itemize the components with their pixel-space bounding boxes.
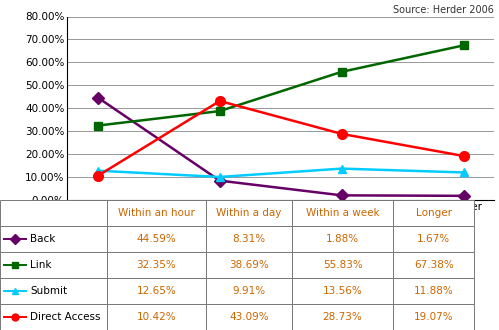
Bar	[0, 304, 107, 330]
Bar	[107, 252, 206, 278]
Text: Back: Back	[30, 234, 55, 244]
Bar	[206, 200, 292, 226]
Text: 11.88%: 11.88%	[414, 286, 454, 296]
Text: 67.38%: 67.38%	[414, 260, 454, 270]
Bar	[0, 226, 107, 252]
Text: 13.56%: 13.56%	[323, 286, 362, 296]
Text: Within a day: Within a day	[216, 208, 281, 218]
Text: Longer: Longer	[416, 208, 452, 218]
Text: 1.88%: 1.88%	[326, 234, 359, 244]
Bar	[206, 304, 292, 330]
Text: Within a week: Within a week	[306, 208, 379, 218]
Bar	[107, 200, 206, 226]
Text: 1.67%: 1.67%	[417, 234, 450, 244]
Bar	[292, 226, 393, 252]
Bar	[292, 252, 393, 278]
Text: 28.73%: 28.73%	[323, 312, 362, 322]
Text: 12.65%: 12.65%	[137, 286, 176, 296]
Bar	[107, 304, 206, 330]
Text: Source: Herder 2006: Source: Herder 2006	[393, 5, 494, 15]
Text: Link: Link	[30, 260, 51, 270]
Text: 55.83%: 55.83%	[323, 260, 362, 270]
Text: 43.09%: 43.09%	[229, 312, 268, 322]
Text: 38.69%: 38.69%	[229, 260, 268, 270]
Bar	[393, 278, 474, 304]
Text: 44.59%: 44.59%	[137, 234, 176, 244]
Text: 9.91%: 9.91%	[232, 286, 265, 296]
Bar	[0, 278, 107, 304]
Bar	[393, 200, 474, 226]
Bar	[0, 252, 107, 278]
Bar	[206, 278, 292, 304]
Bar	[393, 304, 474, 330]
Bar	[107, 226, 206, 252]
Bar	[206, 226, 292, 252]
Bar	[107, 278, 206, 304]
Bar	[292, 278, 393, 304]
Bar	[292, 200, 393, 226]
Text: 10.42%: 10.42%	[137, 312, 176, 322]
Text: 32.35%: 32.35%	[137, 260, 176, 270]
Bar	[393, 226, 474, 252]
Text: 8.31%: 8.31%	[232, 234, 265, 244]
Bar	[292, 304, 393, 330]
Text: Direct Access: Direct Access	[30, 312, 100, 322]
Bar	[206, 252, 292, 278]
Text: Submit: Submit	[30, 286, 67, 296]
Text: 19.07%: 19.07%	[414, 312, 454, 322]
Bar	[0, 200, 107, 226]
Text: Within an hour: Within an hour	[118, 208, 195, 218]
Bar	[393, 252, 474, 278]
